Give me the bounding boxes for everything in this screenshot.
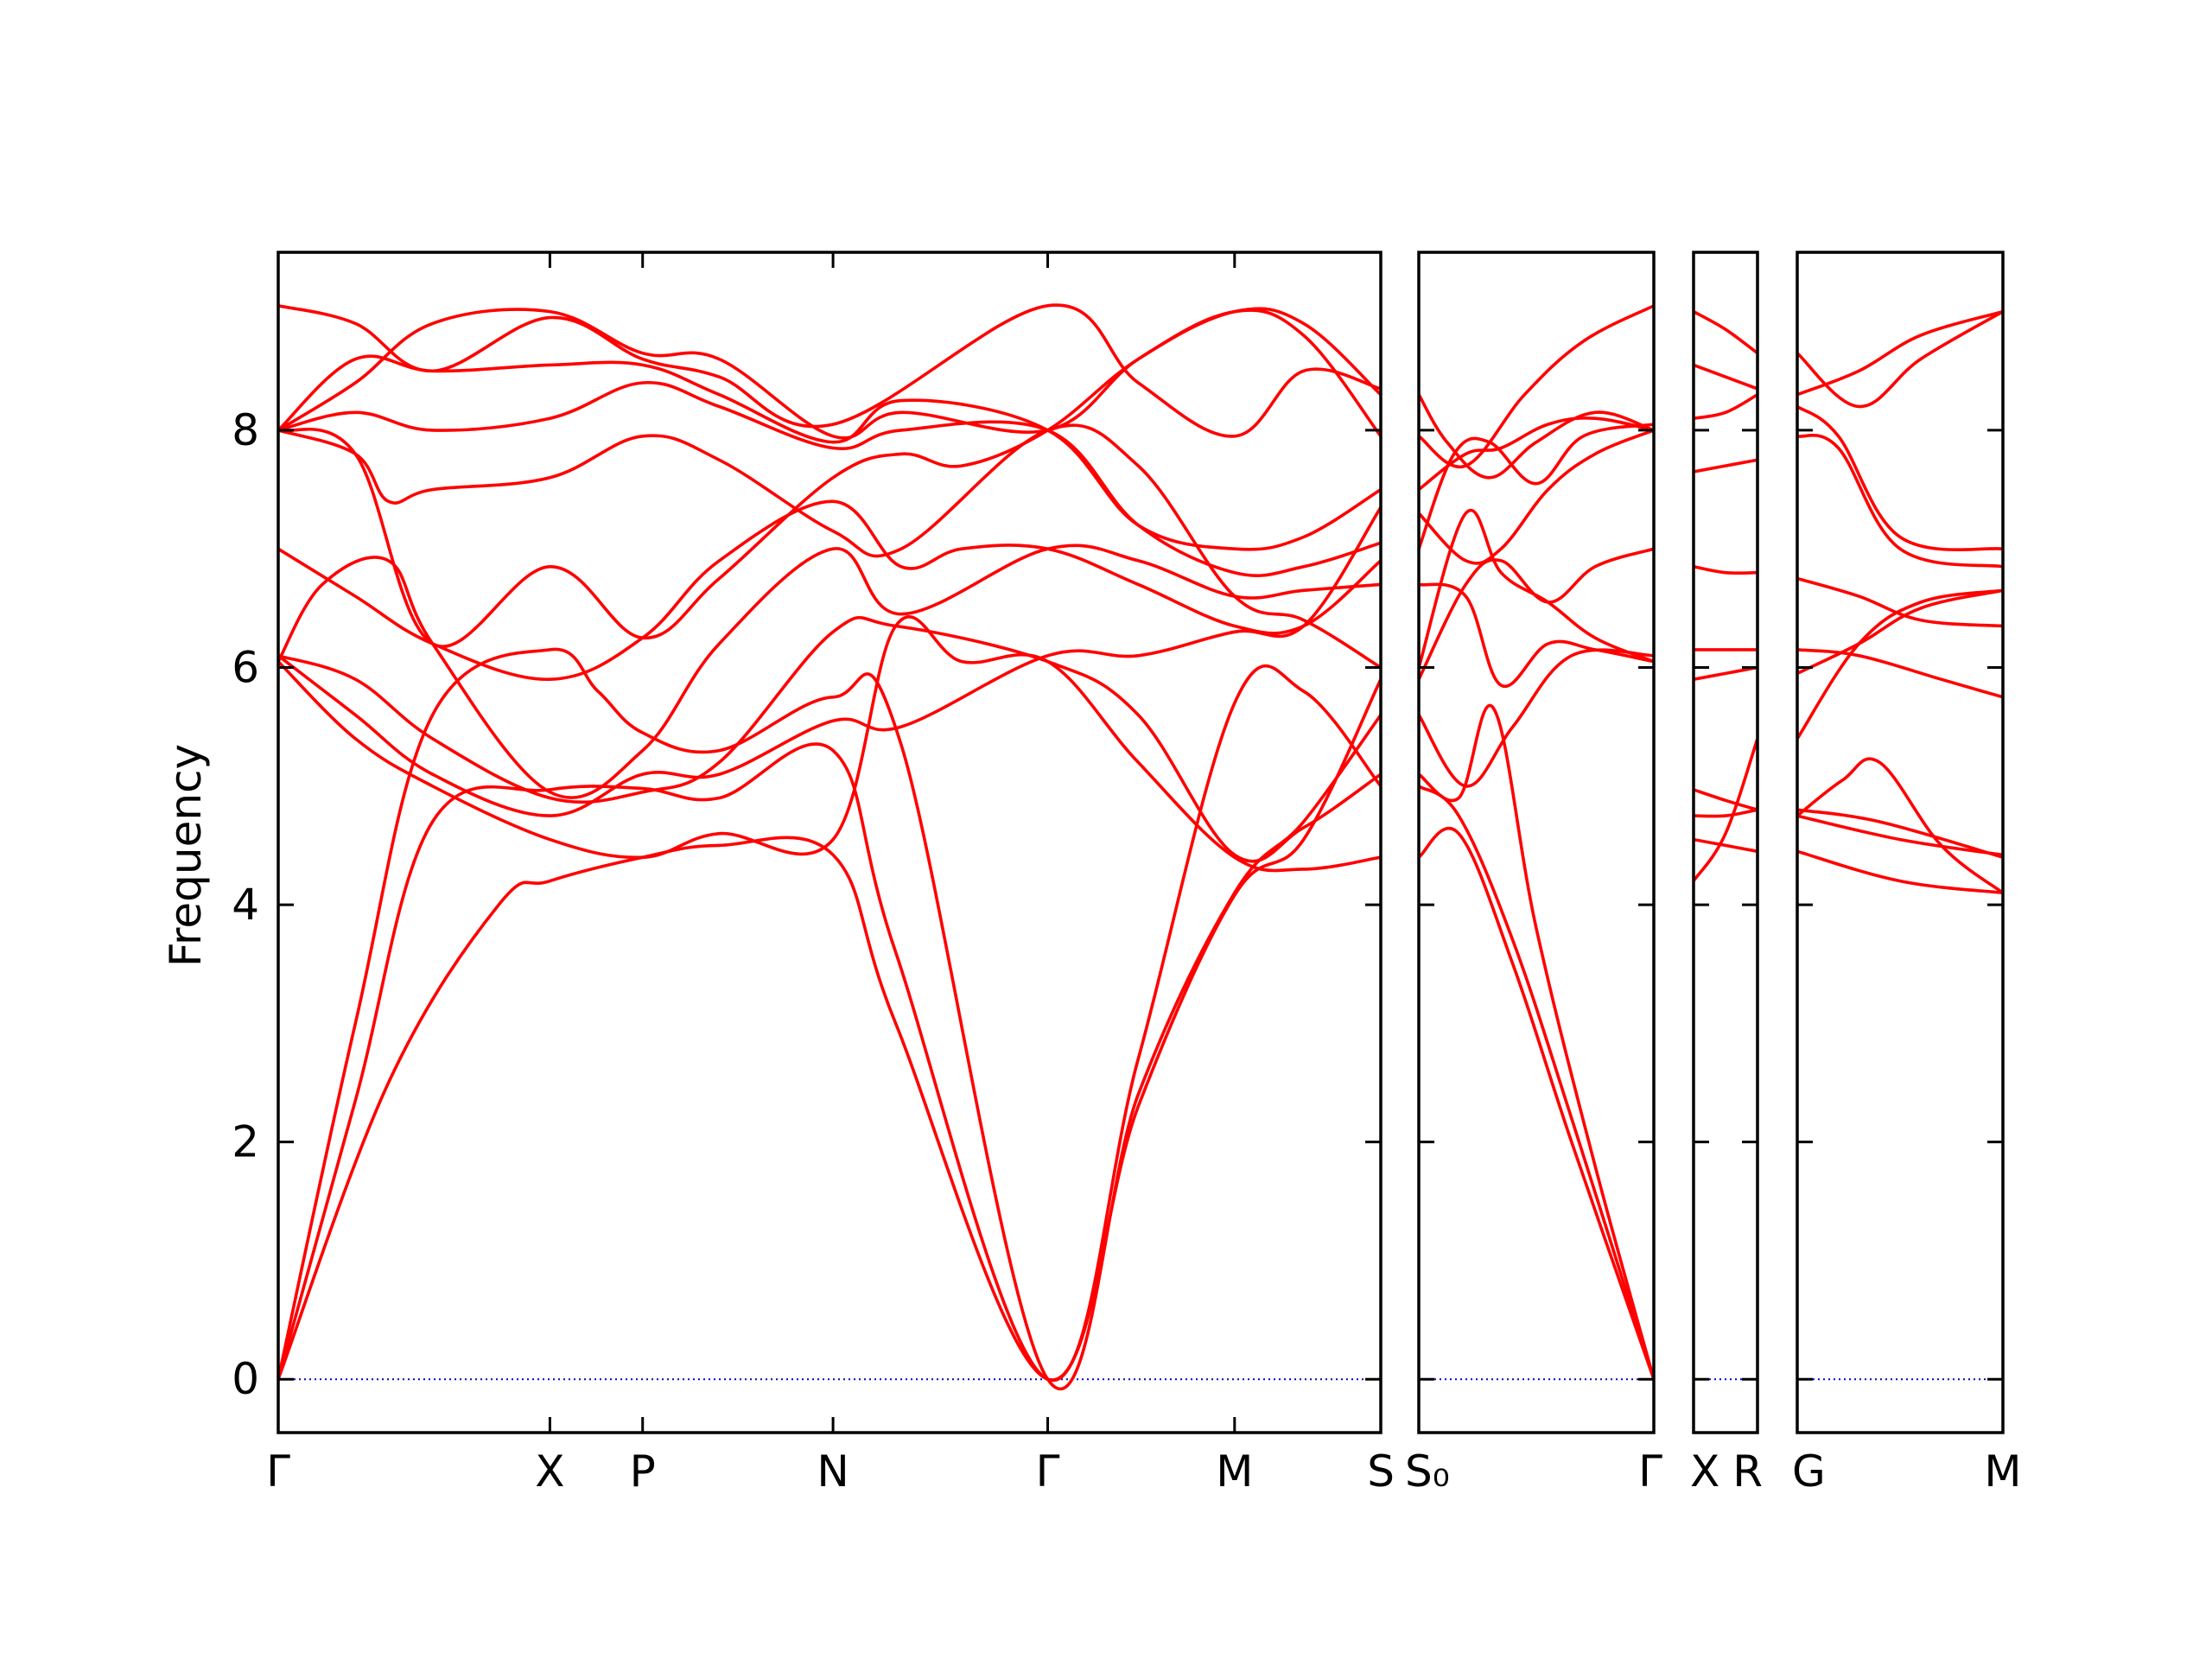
band-line	[278, 505, 1381, 817]
band-line	[1797, 588, 2003, 676]
band-line	[278, 677, 1381, 1382]
band-lines	[278, 303, 1381, 1390]
band-line	[1419, 423, 1654, 550]
k-point-label: X	[1690, 1446, 1719, 1497]
band-line	[1797, 576, 2003, 628]
band-line	[1797, 309, 2003, 409]
band-line	[1797, 849, 2003, 895]
k-point-label: M	[1216, 1446, 1253, 1497]
panel-frame	[1692, 251, 1759, 1434]
band-line	[278, 615, 1381, 873]
k-point-label: N	[817, 1446, 849, 1497]
band-line	[1694, 565, 1758, 575]
y-tick-label: 8	[232, 405, 259, 455]
k-point-label: M	[1984, 1446, 2021, 1497]
k-point-label: Γ	[1638, 1446, 1662, 1497]
band-line	[1419, 547, 1654, 681]
band-line	[1797, 404, 2003, 552]
band-line	[1694, 665, 1758, 681]
band-line	[1694, 309, 1758, 355]
band-line	[1419, 304, 1654, 469]
y-tick-label: 4	[232, 880, 259, 930]
band-line	[1797, 433, 2003, 569]
band-line	[1694, 363, 1758, 391]
band-line	[1419, 392, 1654, 480]
band-line	[1694, 837, 1758, 854]
k-point-label: G	[1792, 1446, 1826, 1497]
band-line	[1419, 648, 1654, 788]
band-line	[1419, 826, 1654, 1381]
band-line	[1419, 429, 1654, 565]
band-line	[1694, 458, 1758, 474]
band-line	[1694, 392, 1758, 420]
band-line	[1419, 509, 1654, 670]
y-tick-label: 2	[232, 1117, 259, 1167]
panel-frame	[1417, 251, 1656, 1434]
band-line	[1797, 808, 2003, 859]
band-panel-2: S₀ Γ	[1405, 251, 1662, 1497]
k-point-label: X	[535, 1446, 564, 1497]
band-line	[278, 664, 1381, 1382]
band-lines	[1797, 309, 2003, 895]
band-line	[1419, 785, 1654, 1381]
band-line	[278, 380, 1381, 577]
band-line	[1797, 309, 2003, 397]
band-line	[278, 354, 1381, 551]
band-line	[1797, 588, 2003, 741]
band-line	[278, 423, 1381, 670]
k-point-label: S₀	[1405, 1446, 1450, 1497]
band-line	[1797, 757, 2003, 895]
k-point-label: P	[630, 1446, 656, 1497]
k-point-label: Γ	[1036, 1446, 1060, 1497]
band-line	[1797, 814, 2003, 857]
band-line	[1694, 808, 1758, 818]
band-line	[278, 303, 1381, 438]
band-panel-1: Γ X P N Γ M S 0 2 4 6 8	[232, 251, 1395, 1497]
band-lines	[1419, 304, 1654, 1381]
band-line	[278, 499, 1381, 682]
band-line	[1419, 582, 1654, 689]
y-tick-label: 0	[232, 1354, 259, 1404]
band-line	[278, 307, 1381, 440]
band-line	[278, 308, 1381, 648]
band-line	[1419, 704, 1654, 1381]
k-point-label: S	[1367, 1446, 1395, 1497]
y-tick-label: 6	[232, 643, 259, 693]
band-line	[1694, 737, 1758, 883]
k-point-label: R	[1732, 1446, 1763, 1497]
band-line	[1797, 648, 2003, 699]
band-lines	[1694, 309, 1758, 883]
k-point-label: Γ	[266, 1446, 290, 1497]
band-line	[278, 647, 1381, 1390]
y-axis-label: Frequency	[161, 744, 211, 967]
panel-frame	[1796, 251, 2005, 1434]
band-line	[278, 543, 1381, 799]
band-line	[278, 615, 1381, 863]
panel-frame	[276, 251, 1382, 1434]
band-line	[1694, 788, 1758, 811]
